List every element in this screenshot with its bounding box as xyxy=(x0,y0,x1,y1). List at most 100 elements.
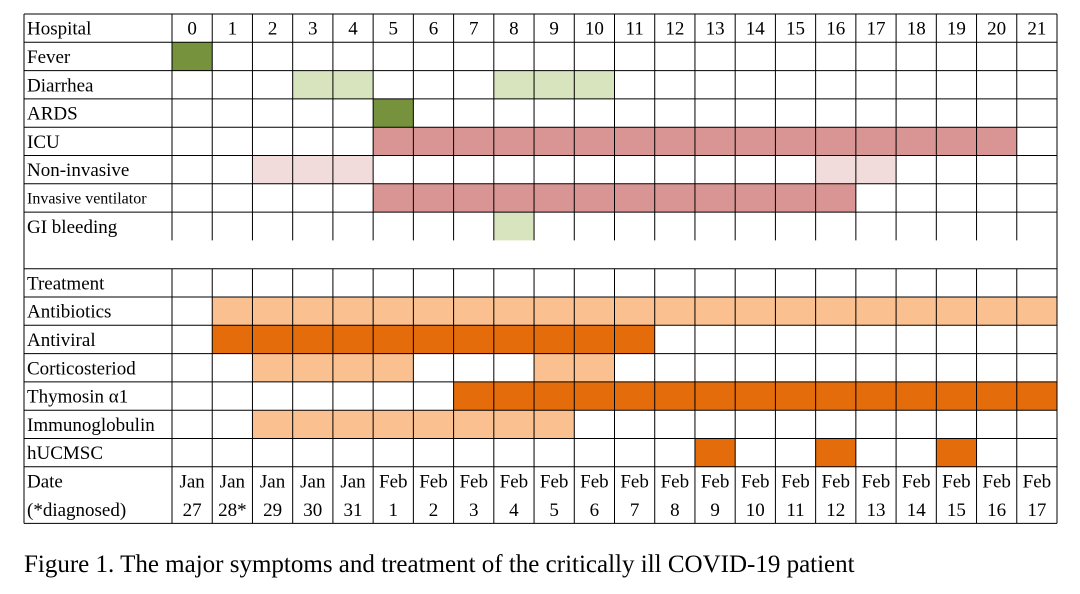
cell-invasive-ventilator-day-14 xyxy=(735,183,776,213)
cell-icu-day-11 xyxy=(614,127,655,156)
date-day-14: 10 xyxy=(746,500,765,521)
cell-non-invasive-day-17 xyxy=(855,155,897,184)
hospital-day-13: 13 xyxy=(706,19,725,40)
date-month-18: Feb xyxy=(902,471,931,492)
cell-thymosin-1-day-16 xyxy=(815,381,856,411)
cell-ards-day-5 xyxy=(373,98,414,128)
cell-thymosin-1-day-12 xyxy=(654,381,695,411)
cell-icu-day-8 xyxy=(493,127,535,156)
cell-antibiotics-day-11 xyxy=(614,297,655,326)
hospital-day-16: 16 xyxy=(826,19,845,40)
cell-icu-day-6 xyxy=(413,127,454,156)
cell-diarrhea-day-3 xyxy=(292,70,333,99)
cell-corticosteriod-day-9 xyxy=(534,353,575,382)
hospital-day-3: 3 xyxy=(308,19,318,40)
cell-antiviral-day-8 xyxy=(493,325,535,354)
cell-thymosin-1-day-13 xyxy=(694,381,736,411)
date-day-15: 11 xyxy=(786,500,804,521)
cell-antibiotics-day-7 xyxy=(453,297,494,326)
date-month-13: Feb xyxy=(701,471,730,492)
cell-non-invasive-day-16 xyxy=(815,155,856,184)
date-day-2: 29 xyxy=(263,500,282,521)
cell-immunoglobulin-day-9 xyxy=(534,410,575,439)
date-month-4: Jan xyxy=(340,471,366,492)
cell-antiviral-day-5 xyxy=(373,325,414,354)
cell-icu-day-12 xyxy=(654,127,695,156)
date-month-2: Jan xyxy=(260,471,286,492)
cell-icu-day-19 xyxy=(936,127,977,156)
row-label-ards: ARDS xyxy=(27,104,78,125)
cell-gi-bleeding-day-8 xyxy=(493,212,535,241)
cell-hucmsc-day-13 xyxy=(694,438,736,467)
cell-thymosin-1-day-10 xyxy=(574,381,615,411)
cell-non-invasive-day-3 xyxy=(292,155,333,184)
cell-antibiotics-day-15 xyxy=(775,297,816,326)
cell-invasive-ventilator-day-5 xyxy=(373,183,414,213)
cell-thymosin-1-day-20 xyxy=(976,381,1017,411)
cell-immunoglobulin-day-4 xyxy=(332,410,374,439)
cell-corticosteriod-day-2 xyxy=(252,353,293,382)
date-day-0: 27 xyxy=(183,500,202,521)
date-day-11: 7 xyxy=(630,500,640,521)
cell-antibiotics-day-14 xyxy=(735,297,776,326)
cell-antiviral-day-6 xyxy=(413,325,454,354)
row-label-antibiotics: Antibiotics xyxy=(27,302,111,323)
date-day-18: 14 xyxy=(907,500,927,521)
hospital-day-2: 2 xyxy=(268,19,278,40)
cell-diarrhea-day-10 xyxy=(574,70,615,99)
hospital-day-17: 17 xyxy=(866,19,885,40)
cell-thymosin-1-day-8 xyxy=(493,381,535,411)
hospital-day-5: 5 xyxy=(389,19,399,40)
date-month-20: Feb xyxy=(982,471,1011,492)
cell-hucmsc-day-19 xyxy=(936,438,977,467)
cell-thymosin-1-day-7 xyxy=(453,381,494,411)
date-month-1: Jan xyxy=(220,471,246,492)
cell-antiviral-day-10 xyxy=(574,325,615,354)
date-day-19: 15 xyxy=(947,500,966,521)
hospital-day-11: 11 xyxy=(625,19,643,40)
cell-corticosteriod-day-10 xyxy=(574,353,615,382)
date-month-15: Feb xyxy=(781,471,810,492)
date-month-9: Feb xyxy=(540,471,569,492)
cell-immunoglobulin-day-7 xyxy=(453,410,494,439)
cell-antibiotics-day-18 xyxy=(896,297,937,326)
row-label-hucmsc: hUCMSC xyxy=(27,443,103,464)
cell-corticosteriod-day-3 xyxy=(292,353,333,382)
cell-antibiotics-day-19 xyxy=(936,297,977,326)
cell-thymosin-1-day-14 xyxy=(735,381,776,411)
section-heading: Treatment xyxy=(27,273,105,294)
row-label-invasive-ventilator: Invasive ventilator xyxy=(27,190,147,207)
cell-invasive-ventilator-day-13 xyxy=(694,183,736,213)
hospital-day-18: 18 xyxy=(907,19,926,40)
cell-icu-day-14 xyxy=(735,127,776,156)
date-day-1: 28* xyxy=(218,500,247,521)
date-day-5: 1 xyxy=(389,500,399,521)
figure-caption: Figure 1. The major symptoms and treatme… xyxy=(24,551,855,578)
date-day-6: 2 xyxy=(429,500,439,521)
date-month-17: Feb xyxy=(862,471,891,492)
cell-antiviral-day-11 xyxy=(614,325,655,354)
date-day-10: 6 xyxy=(590,500,600,521)
hospital-day-10: 10 xyxy=(585,19,604,40)
cell-diarrhea-day-4 xyxy=(332,70,374,99)
cell-icu-day-17 xyxy=(855,127,897,156)
date-day-16: 12 xyxy=(826,500,845,521)
cell-antibiotics-day-10 xyxy=(574,297,615,326)
cell-icu-day-20 xyxy=(976,127,1017,156)
cell-icu-day-18 xyxy=(896,127,937,156)
date-month-14: Feb xyxy=(741,471,770,492)
cell-antibiotics-day-9 xyxy=(534,297,575,326)
cell-antibiotics-day-6 xyxy=(413,297,454,326)
hospital-day-20: 20 xyxy=(987,19,1006,40)
date-day-4: 31 xyxy=(344,500,363,521)
hospital-day-4: 4 xyxy=(348,19,358,40)
date-day-20: 16 xyxy=(987,500,1006,521)
date-month-19: Feb xyxy=(942,471,971,492)
cell-thymosin-1-day-21 xyxy=(1016,381,1057,411)
cell-invasive-ventilator-day-7 xyxy=(453,183,494,213)
date-label: Date xyxy=(27,471,63,492)
date-day-12: 8 xyxy=(670,500,680,521)
cell-antiviral-day-2 xyxy=(252,325,293,354)
cell-antibiotics-day-20 xyxy=(976,297,1017,326)
hospital-day-21: 21 xyxy=(1027,19,1046,40)
